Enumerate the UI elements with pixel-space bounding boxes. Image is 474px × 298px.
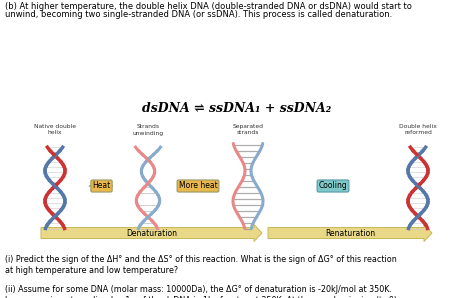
Polygon shape [41, 224, 262, 241]
FancyArrowPatch shape [89, 184, 112, 188]
Text: Native double
helix: Native double helix [34, 124, 76, 136]
Text: (i) Predict the sign of the ΔH° and the ΔS° of this reaction. What is the sign o: (i) Predict the sign of the ΔH° and the … [5, 254, 397, 275]
Text: More heat: More heat [179, 181, 218, 190]
Text: Strands
unwinding: Strands unwinding [132, 124, 164, 136]
Text: Heat: Heat [92, 181, 110, 190]
Text: Denaturation: Denaturation [126, 229, 177, 238]
Text: Separated
strands: Separated strands [233, 124, 264, 136]
Text: unwind, becoming two single-stranded DNA (or ssDNA). This process is called dena: unwind, becoming two single-stranded DNA… [5, 10, 392, 19]
Text: Double helix
reformed: Double helix reformed [399, 124, 437, 136]
Text: Cooling: Cooling [319, 181, 347, 190]
Text: (b) At higher temperature, the double helix DNA (double-stranded DNA or dsDNA) w: (b) At higher temperature, the double he… [5, 2, 412, 11]
FancyArrowPatch shape [321, 184, 344, 188]
Text: Renaturation: Renaturation [325, 229, 375, 238]
Text: (ii) Assume for some DNA (molar mass: 10000Da), the ΔG° of denaturation is -20kJ: (ii) Assume for some DNA (molar mass: 10… [5, 285, 400, 298]
Text: dsDNA ⇌ ssDNA₁ + ssDNA₂: dsDNA ⇌ ssDNA₁ + ssDNA₂ [142, 103, 332, 116]
FancyArrowPatch shape [186, 184, 209, 188]
Polygon shape [268, 224, 432, 241]
